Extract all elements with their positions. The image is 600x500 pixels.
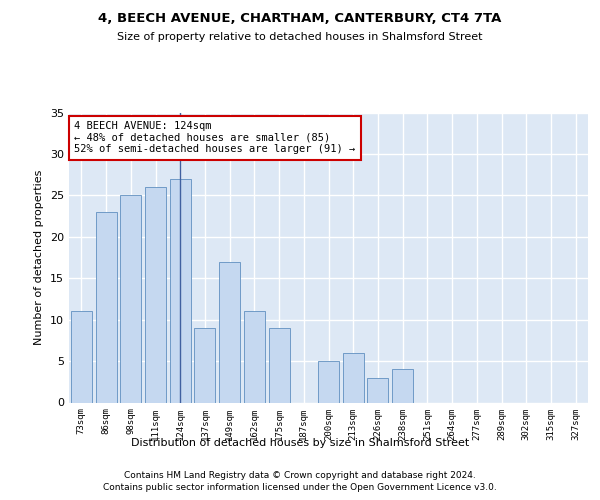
Bar [120, 196, 141, 402]
Bar [269, 328, 290, 402]
Text: Contains HM Land Registry data © Crown copyright and database right 2024.: Contains HM Land Registry data © Crown c… [124, 472, 476, 480]
Bar [318, 361, 339, 403]
Text: 4 BEECH AVENUE: 124sqm
← 48% of detached houses are smaller (85)
52% of semi-det: 4 BEECH AVENUE: 124sqm ← 48% of detached… [74, 121, 355, 154]
Bar [367, 378, 388, 402]
Text: Size of property relative to detached houses in Shalmsford Street: Size of property relative to detached ho… [117, 32, 483, 42]
Y-axis label: Number of detached properties: Number of detached properties [34, 170, 44, 345]
Bar [392, 370, 413, 402]
Bar [244, 312, 265, 402]
Bar [170, 179, 191, 402]
Bar [71, 312, 92, 402]
Text: Contains public sector information licensed under the Open Government Licence v3: Contains public sector information licen… [103, 483, 497, 492]
Bar [145, 187, 166, 402]
Bar [219, 262, 240, 402]
Text: Distribution of detached houses by size in Shalmsford Street: Distribution of detached houses by size … [131, 438, 469, 448]
Bar [194, 328, 215, 402]
Bar [343, 353, 364, 403]
Bar [95, 212, 116, 402]
Text: 4, BEECH AVENUE, CHARTHAM, CANTERBURY, CT4 7TA: 4, BEECH AVENUE, CHARTHAM, CANTERBURY, C… [98, 12, 502, 26]
